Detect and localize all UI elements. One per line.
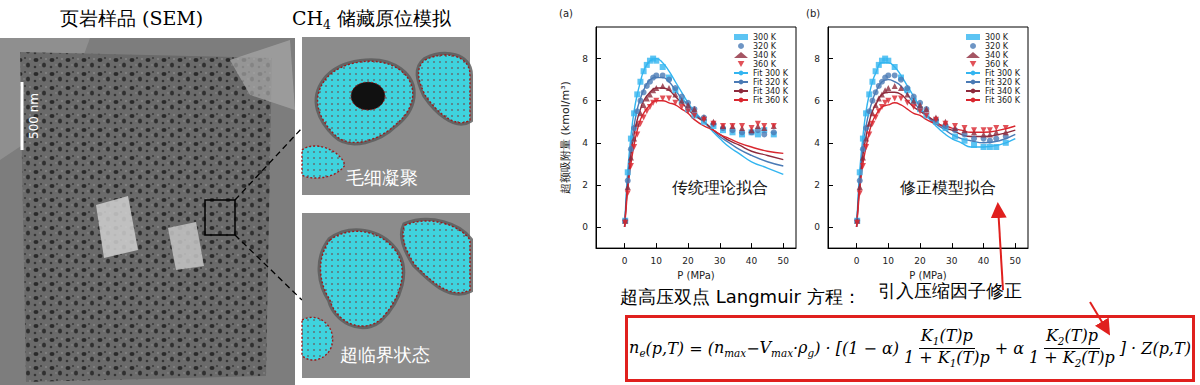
svg-text:360 K: 360 K [753, 60, 777, 69]
svg-text:0: 0 [622, 256, 628, 266]
svg-text:6: 6 [814, 96, 820, 106]
svg-text:4: 4 [814, 138, 820, 148]
svg-text:500 nm: 500 nm [27, 93, 41, 139]
html-text:毛细凝聚: 毛细凝聚 [346, 167, 418, 188]
svg-text:30: 30 [946, 256, 958, 266]
svg-text:320 K: 320 K [753, 42, 777, 51]
svg-text:50: 50 [1010, 256, 1022, 266]
svg-text:320 K: 320 K [985, 42, 1009, 51]
svg-text:超额吸附量 (kmol/m³): 超额吸附量 (kmol/m³) [559, 81, 572, 194]
svg-text:340 K: 340 K [753, 51, 777, 60]
svg-text:Fit 340 K: Fit 340 K [753, 87, 789, 96]
svg-text:Fit 360 K: Fit 360 K [753, 96, 789, 105]
svg-text:6: 6 [582, 96, 588, 106]
html-text:K2(T)p: K2(T)p [1045, 326, 1098, 347]
svg-text:Fit 340 K: Fit 340 K [985, 87, 1021, 96]
svg-text:360 K: 360 K [985, 60, 1009, 69]
svg-text:(b): (b) [806, 8, 820, 19]
svg-text:0: 0 [854, 256, 860, 266]
svg-text:Fit 320 K: Fit 320 K [985, 78, 1021, 87]
svg-text:修正模型拟合: 修正模型拟合 [900, 178, 996, 197]
svg-text:P (MPa): P (MPa) [909, 270, 946, 281]
svg-text:0: 0 [582, 222, 588, 232]
html-text:ne(p,T) = (nmax− Vmax· ρg) · [: ne(p,T) = (nmax− Vmax· ρg) · [(1 − α) [629, 338, 899, 359]
html-text:超高压双点 Langmuir 方程：: 超高压双点 Langmuir 方程： [620, 286, 861, 307]
svg-text:8: 8 [582, 54, 588, 64]
html-text:超临界状态: 超临界状态 [340, 344, 430, 365]
svg-text:(a): (a) [559, 8, 573, 19]
svg-text:8: 8 [814, 54, 820, 64]
svg-text:40: 40 [746, 256, 758, 266]
svg-text:20: 20 [914, 256, 926, 266]
svg-text:20: 20 [682, 256, 694, 266]
svg-text:300 K: 300 K [753, 33, 777, 42]
svg-text:0: 0 [814, 222, 820, 232]
svg-text:Fit 360 K: Fit 360 K [985, 96, 1021, 105]
html-text:1 + K1(T)p + α: 1 + K1(T)p + α [904, 339, 1024, 369]
svg-text:P (MPa): P (MPa) [677, 270, 714, 281]
svg-text:传统理论拟合: 传统理论拟合 [672, 178, 768, 197]
svg-text:40: 40 [978, 256, 990, 266]
html-text:页岩样品 (SEM): 页岩样品 (SEM) [60, 7, 204, 29]
html-text:引入压缩因子修正: 引入压缩因子修正 [878, 280, 1022, 301]
svg-text:50: 50 [778, 256, 790, 266]
html-text:CH4储藏原位模拟: CH4储藏原位模拟 [292, 7, 451, 33]
svg-text:2: 2 [814, 180, 820, 190]
html-text:K1(T)p: K1(T)p [920, 326, 973, 347]
svg-text:Fit 320 K: Fit 320 K [753, 78, 789, 87]
svg-text:340 K: 340 K [985, 51, 1009, 60]
svg-text:4: 4 [582, 138, 588, 148]
svg-text:Fit 300 K: Fit 300 K [985, 69, 1021, 78]
svg-text:2: 2 [582, 180, 588, 190]
svg-text:10: 10 [883, 256, 895, 266]
html-text:1 + K2(T)p ] · Z(p,T): 1 + K2(T)p ] · Z(p,T) [1029, 339, 1191, 369]
svg-text:10: 10 [651, 256, 663, 266]
svg-text:Fit 300 K: Fit 300 K [753, 69, 789, 78]
svg-text:30: 30 [714, 256, 726, 266]
svg-text:300 K: 300 K [985, 33, 1009, 42]
